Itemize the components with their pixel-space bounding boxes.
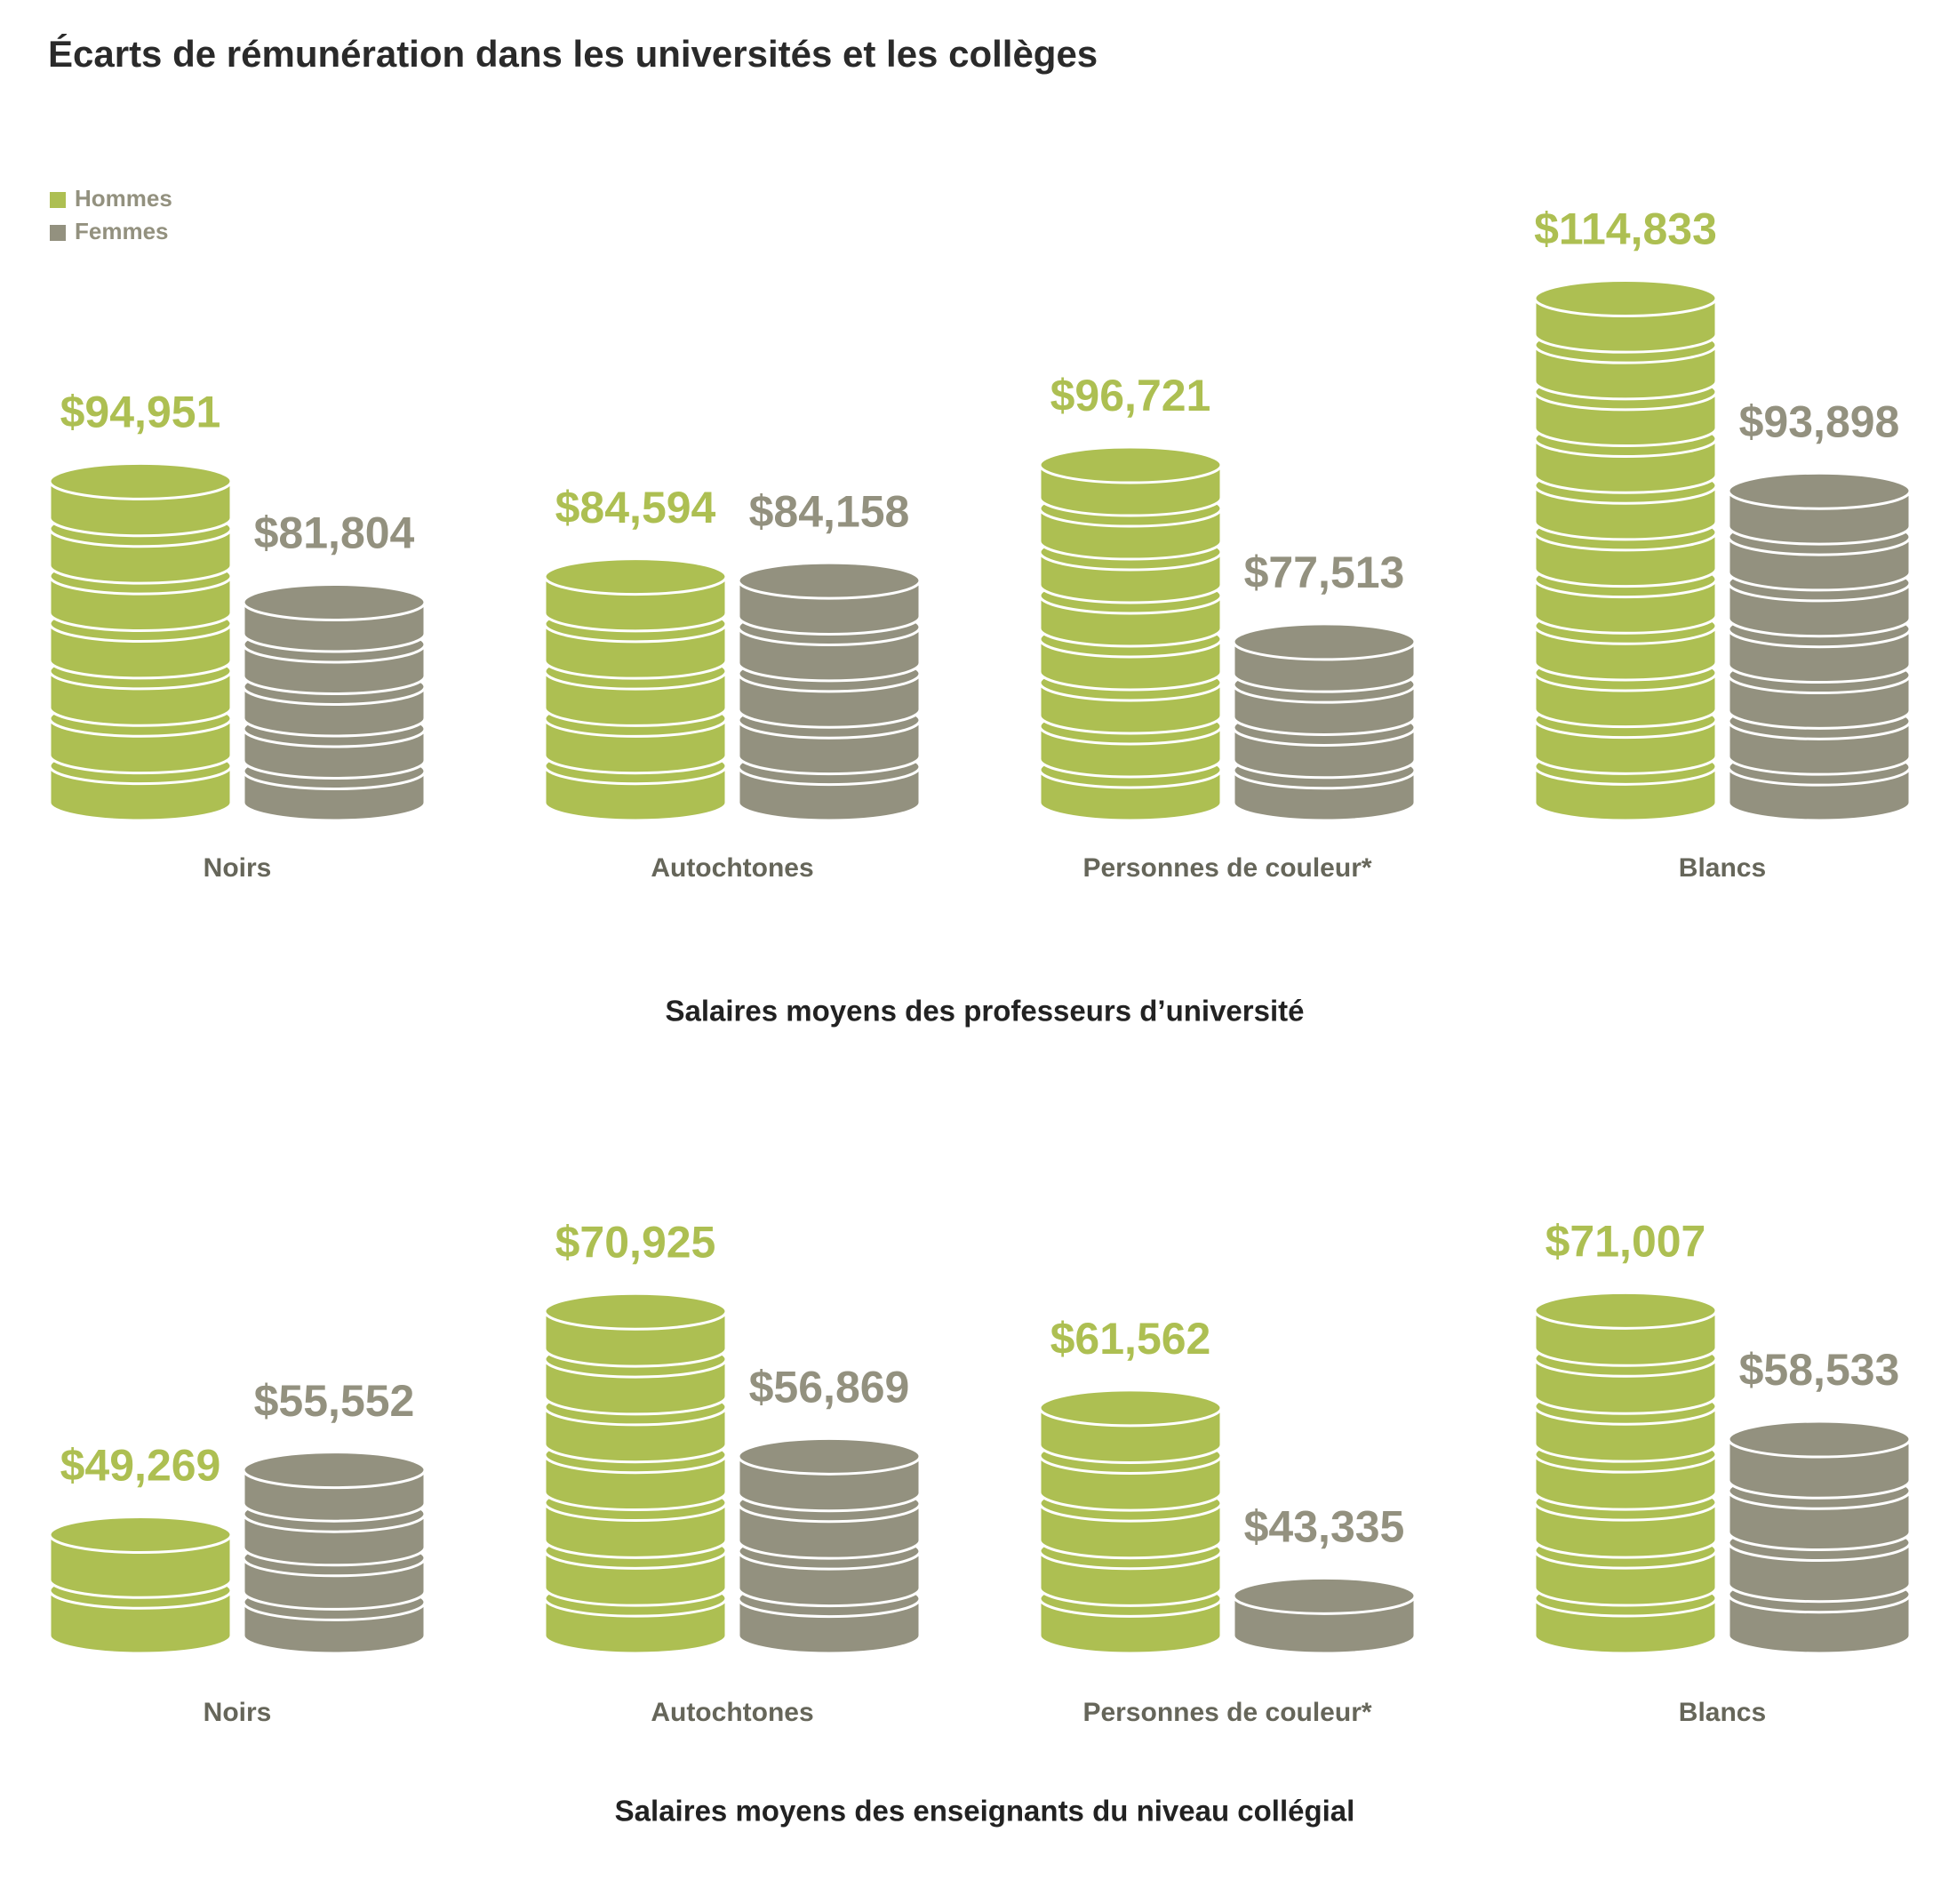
coin [737,1436,922,1513]
value-label: $43,335 [1244,1502,1405,1552]
chart-subtitle: Salaires moyens des professeurs d’univer… [666,995,1305,1028]
coin-bar [543,1292,728,1655]
value-label: $93,898 [1739,396,1900,446]
value-label: $114,833 [1534,204,1717,254]
coin [1038,1388,1223,1464]
coin-bar [48,1515,233,1655]
value-label: $84,158 [749,486,910,536]
category-label: Blancs [1679,1698,1766,1727]
legend-swatch [50,192,66,208]
value-label: $81,804 [254,508,415,558]
legend-swatch [50,225,66,241]
coin [543,1292,728,1368]
coin-bar [1038,445,1223,822]
value-label: $56,869 [749,1363,910,1412]
coin [1533,1291,1718,1367]
chart-subtitle: Salaires moyens des enseignants du nivea… [615,1795,1355,1828]
value-label: $58,533 [1739,1345,1900,1395]
page-title: Écarts de rémunération dans les universi… [48,33,1098,75]
coin-bar [543,557,728,822]
value-label: $96,721 [1050,371,1211,420]
coin-bar [1727,471,1912,822]
legend-label: Hommes [75,185,172,212]
coin-bar [1232,1576,1417,1655]
coin-bar [1038,1388,1223,1655]
category-label: Blancs [1679,853,1766,883]
coin [242,1451,427,1523]
category-label: Noirs [204,1698,272,1727]
value-label: $70,925 [555,1217,716,1267]
coin-bar [1232,622,1417,822]
value-label: $71,007 [1546,1217,1706,1267]
coin [1727,1420,1912,1500]
category-label: Personnes de couleur* [1082,853,1371,883]
value-label: $49,269 [60,1441,221,1491]
coin-bar [737,1436,922,1655]
coin [1232,1576,1417,1655]
category-label: Personnes de couleur* [1082,1698,1371,1727]
coin-bar [1533,1291,1718,1655]
value-label: $94,951 [60,388,221,437]
legend-label: Femmes [75,218,169,244]
coin [1038,445,1223,517]
coin-bar [48,461,233,822]
category-label: Noirs [204,853,272,883]
coin [48,461,233,538]
coin [1232,622,1417,693]
category-label: Autochtones [651,853,813,883]
coin [737,561,922,636]
coin [48,1515,233,1599]
category-label: Autochtones [651,1698,813,1727]
coin [242,582,427,653]
value-label: $61,562 [1050,1314,1211,1364]
coin-bar [242,582,427,822]
coin [1727,471,1912,546]
value-label: $84,594 [555,483,716,532]
coin-bar [1727,1420,1912,1655]
value-label: $55,552 [254,1376,415,1426]
value-label: $77,513 [1244,548,1405,597]
coin [1533,279,1718,354]
coin-bar [242,1451,427,1655]
coin-bar [737,561,922,822]
coin-bar [1533,279,1718,822]
coin [543,557,728,633]
